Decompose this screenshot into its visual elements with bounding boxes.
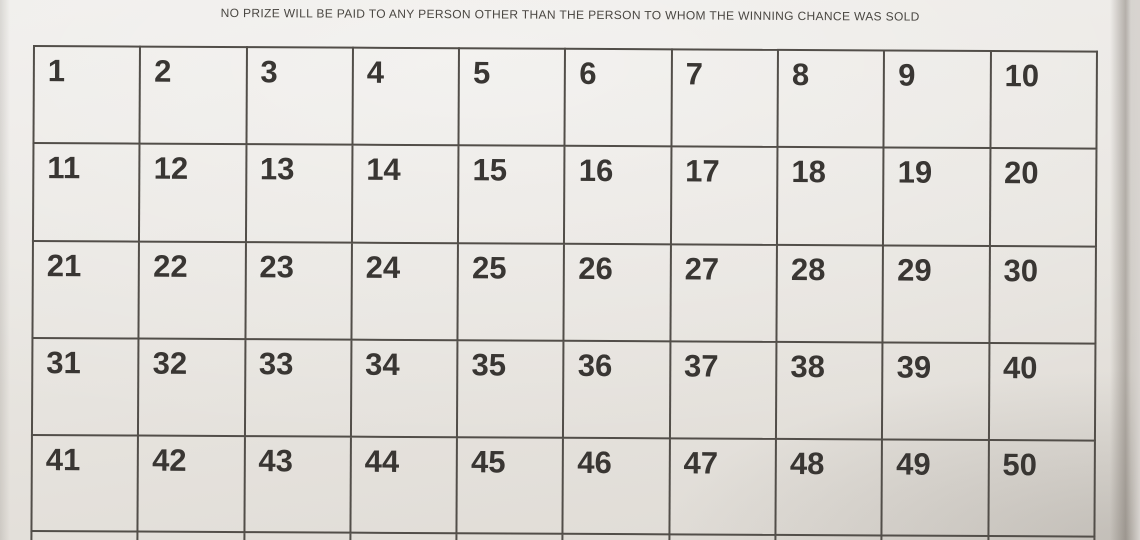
grid-cell-empty bbox=[350, 532, 457, 540]
grid-cell-34: 34 bbox=[350, 339, 458, 438]
grid-cell-14: 14 bbox=[351, 144, 459, 244]
grid-cell-46: 46 bbox=[562, 437, 670, 535]
grid-row-4: 31 32 33 34 35 36 37 38 39 40 bbox=[31, 338, 1096, 441]
grid-row-5: 41 42 43 44 45 46 47 48 49 50 bbox=[31, 434, 1095, 537]
grid-cell-empty bbox=[31, 530, 138, 540]
grid-cell-empty bbox=[987, 536, 1095, 540]
grid-cell-empty bbox=[243, 532, 351, 540]
grid-cell-empty bbox=[137, 531, 245, 540]
grid-cell-43: 43 bbox=[244, 436, 351, 533]
grid-cell-24: 24 bbox=[351, 242, 459, 341]
grid-cell-23: 23 bbox=[245, 242, 352, 340]
grid-row-1: 1 2 3 4 5 6 7 8 9 10 bbox=[33, 46, 1097, 149]
grid-cell-45: 45 bbox=[456, 437, 564, 534]
grid-cell-27: 27 bbox=[670, 244, 778, 342]
grid-cell-35: 35 bbox=[457, 340, 564, 438]
grid-cell-8: 8 bbox=[777, 49, 885, 148]
grid-cell-42: 42 bbox=[137, 435, 245, 533]
grid-cell-2: 2 bbox=[139, 46, 247, 145]
grid-cell-40: 40 bbox=[988, 343, 1096, 441]
grid-cell-22: 22 bbox=[138, 241, 246, 340]
grid-cell-20: 20 bbox=[989, 148, 1097, 247]
grid-cell-49: 49 bbox=[881, 439, 989, 537]
grid-row-3: 21 22 23 24 25 26 27 28 29 30 bbox=[32, 241, 1096, 344]
grid-cell-19: 19 bbox=[883, 147, 991, 247]
grid-cell-4: 4 bbox=[352, 47, 460, 146]
grid-cell-48: 48 bbox=[775, 438, 883, 536]
grid-cell-28: 28 bbox=[776, 244, 884, 343]
disclaimer-text: NO PRIZE WILL BE PAID TO ANY PERSON OTHE… bbox=[220, 5, 920, 24]
grid-cell-39: 39 bbox=[882, 342, 990, 441]
grid-row-2: 11 12 13 14 15 16 17 18 19 20 bbox=[32, 143, 1097, 247]
grid-cell-9: 9 bbox=[883, 50, 991, 149]
grid-cell-32: 32 bbox=[138, 338, 246, 437]
grid-cell-3: 3 bbox=[246, 47, 353, 145]
grid-cell-1: 1 bbox=[33, 46, 141, 144]
grid-cell-empty bbox=[668, 534, 776, 540]
grid-cell-15: 15 bbox=[458, 145, 565, 244]
grid-cell-41: 41 bbox=[31, 434, 139, 532]
grid-cell-29: 29 bbox=[882, 245, 990, 344]
grid-cell-33: 33 bbox=[244, 339, 352, 437]
grid-cell-6: 6 bbox=[564, 48, 672, 147]
grid-cell-empty bbox=[456, 533, 563, 540]
number-grid-body: 1 2 3 4 5 6 7 8 9 10 11 12 13 14 15 16 17 18 19 20 21 22 23 24 2… bbox=[31, 46, 1097, 540]
grid-cell-17: 17 bbox=[670, 146, 778, 245]
grid-cell-7: 7 bbox=[671, 49, 779, 147]
grid-cell-21: 21 bbox=[32, 241, 140, 339]
grid-cell-empty bbox=[775, 534, 882, 540]
grid-cell-36: 36 bbox=[563, 340, 671, 439]
grid-cell-44: 44 bbox=[350, 436, 458, 534]
grid-cell-10: 10 bbox=[990, 51, 1097, 149]
grid-cell-18: 18 bbox=[777, 146, 884, 246]
grid-cell-26: 26 bbox=[563, 243, 671, 342]
grid-cell-16: 16 bbox=[564, 145, 672, 245]
grid-cell-38: 38 bbox=[776, 341, 883, 440]
grid-cell-12: 12 bbox=[139, 143, 247, 243]
grid-cell-50: 50 bbox=[988, 440, 1095, 537]
grid-cell-13: 13 bbox=[245, 144, 353, 243]
grid-cell-5: 5 bbox=[458, 48, 566, 146]
grid-cell-11: 11 bbox=[32, 143, 140, 242]
number-grid: 1 2 3 4 5 6 7 8 9 10 11 12 13 14 15 16 17 18 19 20 21 22 23 24 2… bbox=[30, 45, 1098, 540]
grid-cell-30: 30 bbox=[989, 246, 1096, 344]
grid-cell-31: 31 bbox=[31, 338, 139, 436]
grid-cell-empty bbox=[881, 535, 989, 540]
grid-cell-25: 25 bbox=[457, 243, 565, 341]
grid-cell-empty bbox=[562, 533, 670, 540]
grid-cell-47: 47 bbox=[669, 438, 777, 535]
grid-cell-37: 37 bbox=[669, 341, 777, 439]
